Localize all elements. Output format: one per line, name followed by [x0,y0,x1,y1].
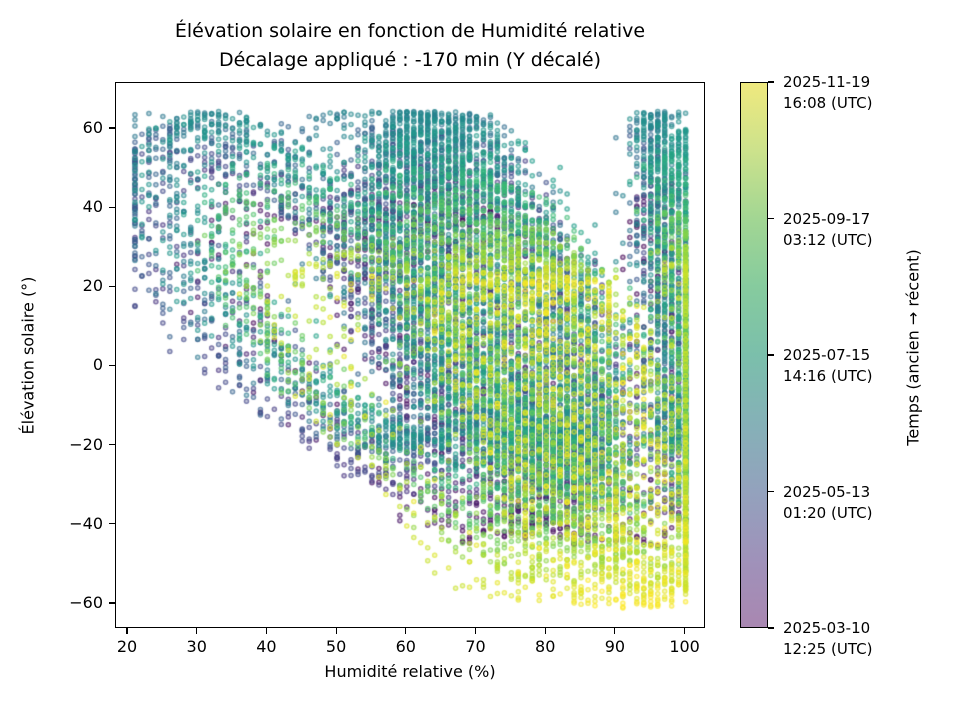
x-tick-label: 20 [116,637,138,656]
colorbar-tick-label: 2025-03-10 12:25 (UTC) [783,619,873,658]
y-tick-label: −40 [69,513,103,533]
y-tick-mark [109,444,115,446]
y-tick-mark [109,523,115,525]
y-tick-label: 20 [82,276,103,296]
colorbar-tick-mark [768,490,774,493]
colorbar-tick-mark [768,217,774,220]
y-tick-mark [109,285,115,287]
y-tick-label: −60 [69,592,103,612]
x-tick-mark [474,628,477,634]
x-tick-label: 90 [604,637,626,656]
x-tick-label: 100 [669,637,700,656]
y-tick-label: 60 [82,118,103,137]
x-tick-label: 30 [186,637,207,656]
colorbar-label: Temps (ancien → récent) [903,249,923,446]
x-tick-mark [335,628,337,634]
y-tick-label: 40 [82,197,103,217]
y-tick-mark [109,206,115,208]
x-tick-mark [265,628,267,634]
x-tick-label: 40 [256,637,277,656]
x-tick-mark [684,628,686,634]
colorbar-tick-mark [768,81,774,83]
x-tick-label: 70 [465,637,486,656]
y-tick-mark [109,127,115,129]
x-tick-mark [405,628,407,634]
x-tick-mark [544,628,546,634]
colorbar-tick-label: 2025-11-19 16:08 (UTC) [783,73,873,112]
y-axis-label: Élévation solaire (°) [18,276,38,435]
plot-area [115,82,706,629]
colorbar-tick-mark [768,627,774,629]
y-tick-label: −20 [69,434,103,454]
chart-title: Élévation solaire en fonction de Humidit… [174,20,646,42]
x-tick-mark [614,628,616,634]
y-tick-label: 0 [92,355,103,375]
x-tick-label: 80 [535,637,556,656]
colorbar-label-wrap: Temps (ancien → récent) [898,176,928,516]
colorbar-tick-label: 2025-09-17 03:12 (UTC) [783,209,873,249]
colorbar [740,82,768,628]
colorbar-tick-label: 2025-05-13 01:20 (UTC) [783,482,873,522]
x-tick-mark [126,628,128,634]
scatter-canvas [116,83,706,629]
colorbar-tick-mark [768,354,774,356]
chart-subtitle: Décalage appliqué : -170 min (Y décalé) [218,49,602,71]
x-tick-mark [196,628,198,634]
y-tick-mark [109,602,115,604]
y-tick-mark [109,364,115,367]
colorbar-tick-label: 2025-07-15 14:16 (UTC) [783,346,873,385]
x-axis-label: Humidité relative (%) [324,662,496,681]
x-tick-label: 60 [395,637,416,656]
x-tick-label: 50 [325,637,347,656]
